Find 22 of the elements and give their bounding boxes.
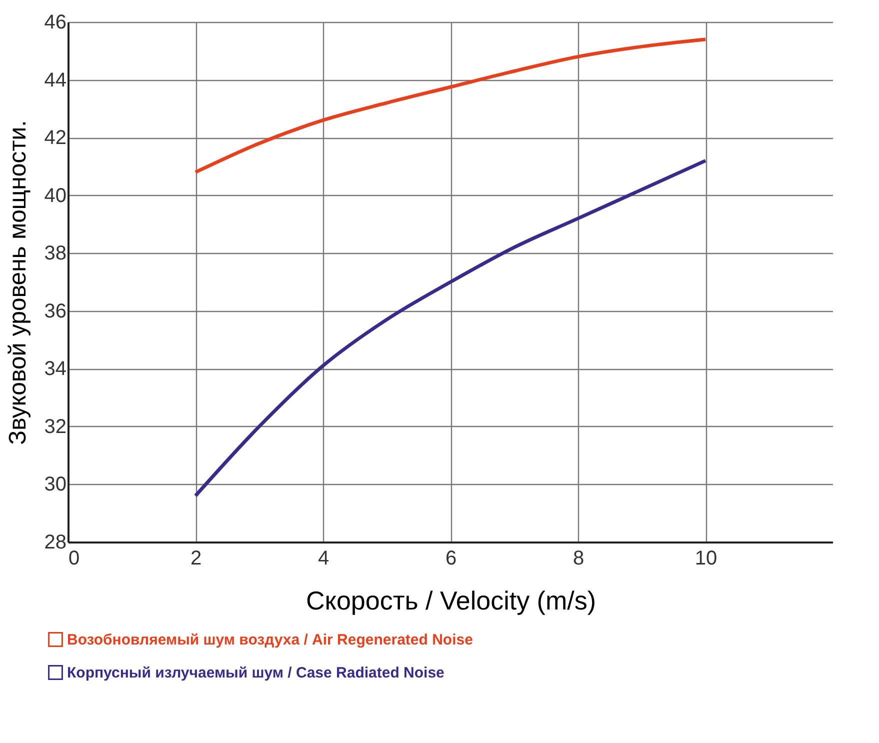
y-tick-label: 28 [44,532,66,554]
y-tick-label: 30 [44,474,66,496]
y-tick-label: 38 [44,242,66,265]
x-tick-label: 0 [68,548,80,570]
y-tick-label: 46 [44,12,66,34]
x-tick-label: 6 [445,548,457,570]
line-series [194,38,708,174]
y-tick-label: 32 [44,416,66,438]
x-tick-label: 8 [572,548,584,570]
x-tick-label: 2 [190,548,202,570]
y-tick-label: 34 [44,358,66,380]
y-tick-label: 44 [44,69,66,92]
x-axis-title: Скорость / Velocity (m/s) [306,586,596,616]
legend-label: Корпусный излучаемый шум / Case Radiated Noise [67,664,444,682]
x-tick-label: 10 [694,548,718,570]
y-tick-label: 36 [44,300,66,322]
legend-label: Возобновляемый шум воздуха / Air Regenerated Noise [67,632,473,648]
y-axis-title: Звуковой уровень мощности. [4,120,32,445]
line-series [194,158,708,498]
y-tick-label: 42 [44,127,66,150]
x-tick-label: 4 [318,548,330,570]
y-tick-label: 40 [44,184,66,207]
